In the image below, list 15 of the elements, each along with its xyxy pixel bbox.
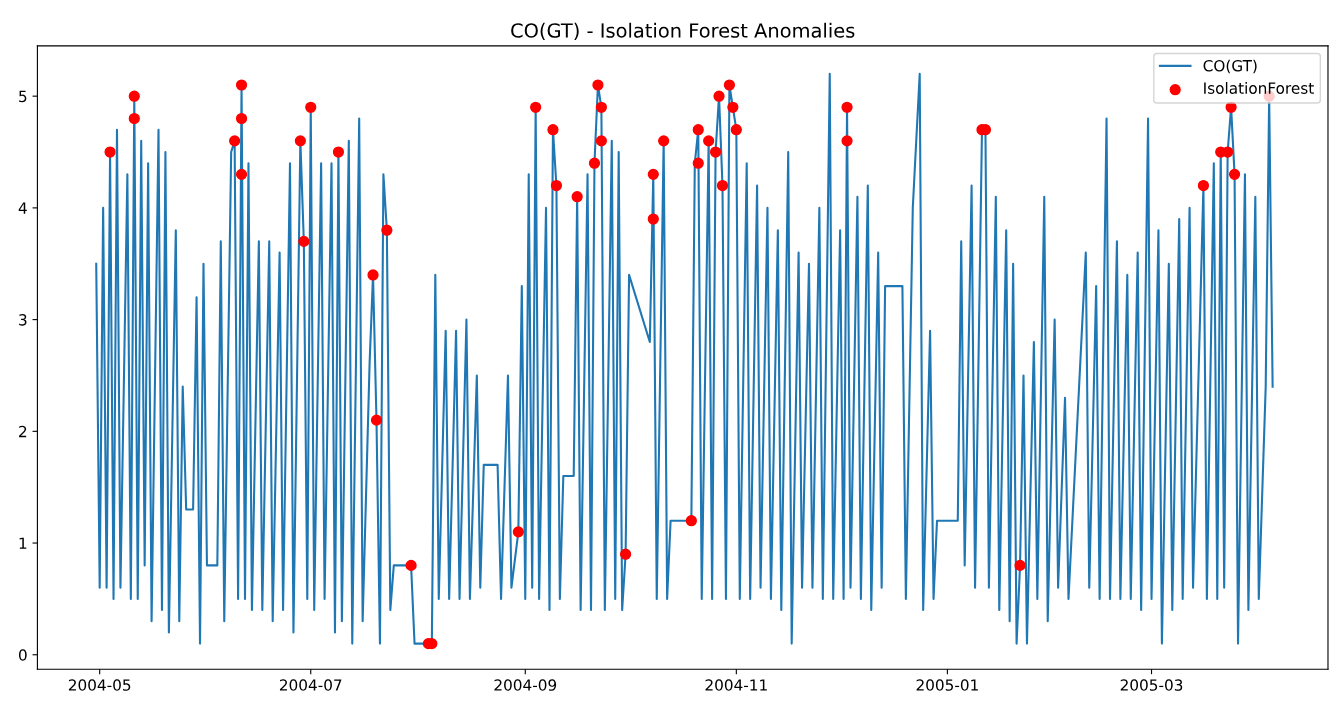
x-tick-label: 2004-07 (279, 679, 342, 691)
legend-label: IsolationForest (1204, 82, 1314, 94)
legend-label: CO(GT) (1203, 59, 1257, 74)
y-tick-label: 3 (19, 314, 27, 326)
y-tick-label: 1 (19, 537, 27, 549)
y-tick-label: 4 (18, 202, 27, 214)
y-tick-label: 0 (18, 649, 27, 661)
chart-title: CO(GT) - Isolation Forest Anomalies (511, 22, 855, 41)
y-tick-label: 5 (19, 90, 27, 103)
x-tick-label: 2004-05 (68, 679, 131, 691)
y-tick-label: 2 (19, 425, 27, 438)
x-tick-label: 2004-11 (705, 679, 767, 691)
x-tick-label: 2004-09 (494, 679, 557, 691)
x-tick-label: 2005-01 (916, 679, 978, 691)
x-tick-label: 2005-03 (1120, 679, 1183, 691)
